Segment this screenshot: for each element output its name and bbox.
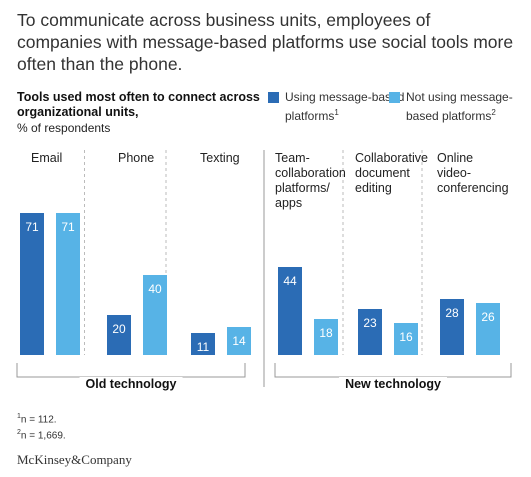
bar-using — [20, 213, 44, 355]
category-label: Phone — [118, 151, 154, 165]
bar-using — [107, 315, 131, 355]
category-label: Online — [437, 151, 473, 165]
data-label: 71 — [25, 220, 39, 234]
group-label-bg — [79, 377, 183, 391]
data-label: 26 — [481, 310, 495, 324]
chart-subtitle: Tools used most often to connect across … — [17, 90, 260, 119]
legend-footnote-marker: 1 — [334, 108, 339, 117]
category-label: Texting — [200, 151, 240, 165]
legend-label-using: Using message-based platforms — [285, 90, 405, 123]
category-label: collaboration — [275, 166, 346, 180]
data-label: 11 — [197, 340, 210, 354]
bar-using — [440, 299, 464, 355]
group-label: New technology — [345, 377, 441, 391]
category-label: editing — [355, 181, 392, 195]
legend-swatch-using — [268, 92, 279, 103]
data-label: 23 — [363, 316, 377, 330]
footnotes: 1n = 112. 2n = 1,669. — [17, 410, 66, 443]
data-label: 16 — [399, 330, 413, 344]
category-label: platforms/ — [275, 181, 330, 195]
bar-not-using — [56, 213, 80, 355]
group-label: Old technology — [86, 377, 177, 391]
group-bracket — [16, 363, 246, 378]
category-label: Email — [31, 151, 62, 165]
chart-unit-label: % of respondents — [17, 121, 111, 135]
bar-using — [278, 267, 302, 355]
footnote-2: 2n = 1,669. — [17, 429, 66, 442]
legend-swatch-not-using — [389, 92, 400, 103]
category-label: Team- — [275, 151, 310, 165]
category-label: conferencing — [437, 181, 509, 195]
group-bracket — [274, 363, 512, 378]
brand-logo: McKinsey&Company — [17, 452, 132, 467]
chart-title: To communicate across business units, em… — [17, 10, 514, 74]
category-label: document — [355, 166, 410, 180]
bar-not-using — [394, 323, 418, 355]
data-label: 18 — [319, 326, 333, 340]
group-label-bg — [339, 377, 447, 391]
bar-using — [358, 309, 382, 355]
bar-not-using — [143, 275, 167, 355]
data-label: 40 — [148, 282, 162, 296]
bar-not-using — [227, 327, 251, 355]
data-label: 14 — [232, 334, 246, 348]
bar-not-using — [476, 303, 500, 355]
data-label: 44 — [283, 274, 297, 288]
category-label: video- — [437, 166, 471, 180]
data-label: 28 — [445, 306, 459, 320]
legend-footnote-marker: 2 — [491, 108, 496, 117]
bar-not-using — [314, 319, 338, 355]
data-label: 20 — [112, 322, 126, 336]
footnote-1: 1n = 112. — [17, 413, 57, 426]
bar-chart: Email Phone Texting Team-collaborationplatf… — [16, 150, 512, 391]
data-label: 71 — [61, 220, 75, 234]
category-label: apps — [275, 196, 302, 210]
legend-label-not-using: Not using message-based platforms — [406, 90, 513, 123]
category-label: Collaborative — [355, 151, 428, 165]
bar-using — [191, 333, 215, 355]
